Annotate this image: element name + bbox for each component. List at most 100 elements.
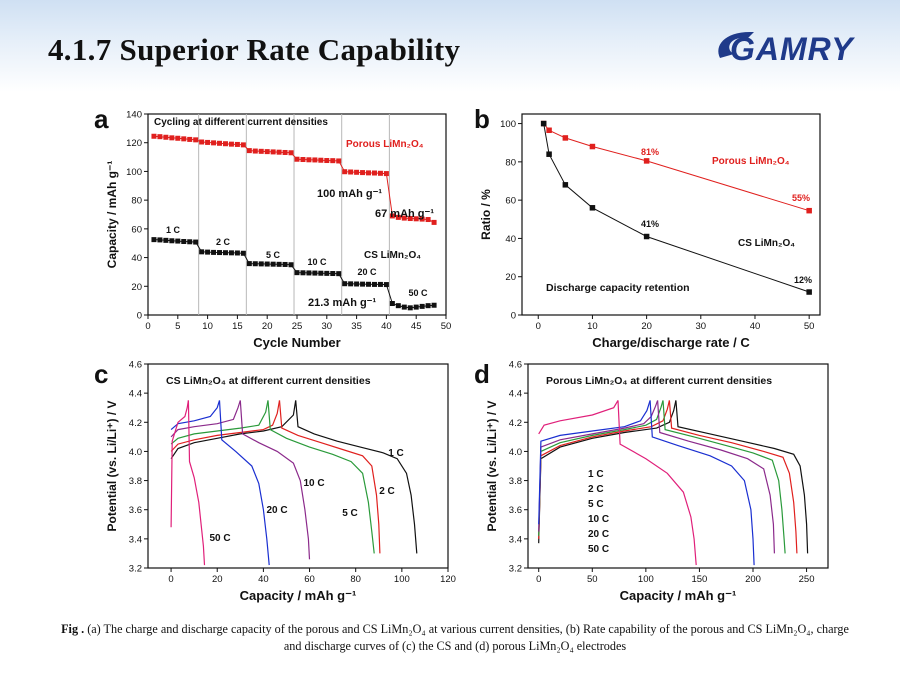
data-point-1 bbox=[330, 271, 336, 277]
series-label-cs: CS LiMn₂O₄ bbox=[738, 238, 795, 249]
data-point-0 bbox=[318, 157, 324, 163]
title-banner bbox=[0, 0, 900, 92]
curve-discharge-2 bbox=[267, 400, 375, 554]
caption-text: (a) The charge and discharge capacity of… bbox=[87, 622, 849, 653]
chart-title: Cycling at different current densities bbox=[154, 117, 328, 128]
data-point-1 bbox=[312, 270, 318, 276]
curve-discharge-2 bbox=[662, 400, 786, 554]
data-point-0 bbox=[294, 156, 300, 162]
data-point-0 bbox=[240, 142, 246, 148]
y-axis-label: Potential (vs. Li/Li⁺) / V bbox=[485, 400, 499, 531]
panel-letter-c: c bbox=[94, 359, 108, 389]
y-tick-label: 20 bbox=[131, 282, 142, 293]
data-point-0 bbox=[419, 216, 425, 222]
y-tick-label: 0 bbox=[137, 311, 142, 322]
data-point-1 bbox=[546, 151, 552, 157]
data-point-1 bbox=[419, 303, 425, 309]
data-point-1 bbox=[401, 304, 407, 310]
x-tick-label: 5 bbox=[175, 321, 180, 332]
legend-entry: 20 C bbox=[588, 529, 609, 540]
data-point-1 bbox=[294, 270, 300, 276]
point-label-12: 12% bbox=[794, 275, 812, 285]
x-tick-label: 40 bbox=[381, 321, 392, 332]
x-tick-label: 30 bbox=[696, 321, 707, 332]
y-axis-label: Ratio / % bbox=[479, 189, 493, 240]
curve-label: 10 C bbox=[303, 478, 324, 489]
curve-charge-1 bbox=[538, 400, 670, 539]
data-point-0 bbox=[330, 158, 336, 164]
point-label-81: 81% bbox=[641, 147, 659, 157]
rate-label: 10 C bbox=[307, 257, 327, 267]
data-point-0 bbox=[348, 169, 354, 175]
data-point-0 bbox=[234, 141, 240, 147]
data-point-0 bbox=[163, 134, 169, 140]
data-point-1 bbox=[806, 289, 812, 295]
data-point-0 bbox=[282, 149, 288, 155]
x-tick-label: 20 bbox=[262, 321, 273, 332]
data-point-0 bbox=[354, 169, 360, 175]
curve-charge-0 bbox=[170, 400, 297, 460]
data-point-0 bbox=[151, 133, 157, 139]
y-tick-label: 4.0 bbox=[509, 447, 522, 458]
data-point-0 bbox=[366, 170, 372, 176]
rate-label: 5 C bbox=[266, 250, 281, 260]
data-point-1 bbox=[217, 250, 223, 256]
legend-entry: 50 C bbox=[588, 544, 609, 555]
y-tick-label: 4.4 bbox=[509, 389, 522, 400]
data-point-1 bbox=[187, 239, 193, 245]
data-point-1 bbox=[199, 249, 205, 255]
y-tick-label: 3.2 bbox=[509, 564, 522, 575]
series-label-porous: Porous LiMn₂O₄ bbox=[346, 139, 424, 150]
y-tick-label: 4.6 bbox=[129, 360, 142, 371]
data-point-0 bbox=[389, 213, 395, 219]
chart-title: CS LiMn₂O₄ at different current densitie… bbox=[166, 375, 371, 387]
x-tick-label: 30 bbox=[322, 321, 333, 332]
data-point-0 bbox=[413, 216, 419, 222]
y-tick-label: 40 bbox=[505, 234, 516, 245]
figure-caption: Fig . (a) The charge and discharge capac… bbox=[60, 621, 850, 655]
curve-discharge-1 bbox=[668, 400, 798, 554]
x-tick-label: 0 bbox=[145, 321, 150, 332]
data-point-1 bbox=[211, 249, 217, 255]
data-point-0 bbox=[562, 135, 569, 141]
data-point-0 bbox=[589, 143, 596, 150]
data-point-1 bbox=[354, 281, 360, 287]
data-point-0 bbox=[371, 170, 377, 176]
data-point-1 bbox=[395, 303, 401, 309]
data-point-0 bbox=[806, 207, 812, 214]
legend-entry: 10 C bbox=[588, 514, 609, 525]
x-tick-label: 15 bbox=[232, 321, 243, 332]
data-point-0 bbox=[199, 139, 205, 145]
y-tick-label: 40 bbox=[131, 253, 142, 264]
y-tick-label: 4.4 bbox=[129, 389, 142, 400]
data-point-1 bbox=[264, 261, 270, 267]
x-tick-label: 50 bbox=[441, 321, 452, 332]
data-point-0 bbox=[425, 217, 431, 223]
data-point-1 bbox=[157, 237, 163, 243]
data-point-1 bbox=[151, 237, 157, 243]
data-point-1 bbox=[348, 281, 354, 287]
data-point-0 bbox=[169, 135, 175, 141]
curve-label: 2 C bbox=[379, 486, 395, 497]
data-point-1 bbox=[222, 250, 228, 256]
data-point-0 bbox=[264, 149, 270, 155]
y-tick-label: 0 bbox=[511, 311, 516, 322]
logo-swoosh-icon bbox=[718, 32, 754, 58]
data-point-1 bbox=[371, 281, 377, 287]
data-point-1 bbox=[389, 301, 395, 307]
x-tick-label: 200 bbox=[745, 574, 761, 585]
data-point-0 bbox=[222, 141, 228, 147]
y-tick-label: 3.6 bbox=[509, 505, 522, 516]
y-axis-label: Capacity / mAh g⁻¹ bbox=[105, 161, 119, 269]
series-label-porous: Porous LiMn₂O₄ bbox=[712, 156, 790, 167]
data-point-0 bbox=[312, 157, 318, 163]
x-tick-label: 10 bbox=[587, 321, 598, 332]
curve-discharge-4 bbox=[218, 400, 270, 566]
x-tick-label: 20 bbox=[641, 321, 652, 332]
series-label-cs: CS LiMn₂O₄ bbox=[364, 250, 421, 261]
curve-discharge-3 bbox=[239, 400, 311, 560]
curve-label: 1 C bbox=[388, 448, 404, 459]
curve-discharge-5 bbox=[617, 400, 697, 566]
curve-discharge-1 bbox=[278, 400, 381, 554]
y-tick-label: 100 bbox=[500, 119, 516, 130]
